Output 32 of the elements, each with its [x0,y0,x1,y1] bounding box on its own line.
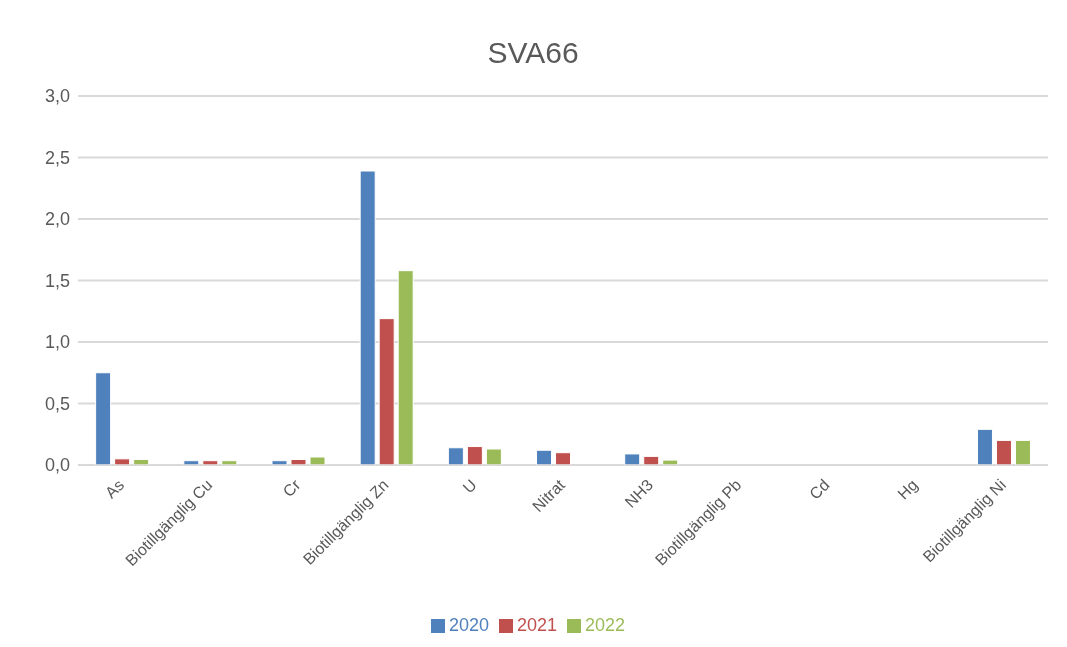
x-tick-label: Cd [806,476,833,503]
bar [995,439,1012,465]
y-tick-label: 1,0 [44,332,70,353]
bar [976,428,993,465]
y-tick-label: 2,0 [44,209,70,230]
x-tick-label: Cr [279,475,305,501]
bar [447,447,464,465]
bar [536,449,553,465]
bar [397,270,414,465]
legend-label: 2020 [448,615,489,635]
chart-title: SVA66 [486,35,580,71]
bar [555,452,572,465]
bar [309,456,326,465]
y-tick-label: 0,0 [44,455,70,476]
y-tick-label: 2,5 [44,147,70,168]
bar [95,372,112,465]
y-tick-label: 3,0 [44,86,70,107]
bar [378,318,395,465]
bar [466,446,483,465]
bar [662,459,679,465]
y-tick-label: 0,5 [44,393,70,414]
x-tick-label: Hg [894,476,921,503]
bar [1014,439,1031,465]
legend-label: 2022 [585,615,626,635]
x-tick-label: U [459,476,480,497]
x-tick-label: As [101,476,128,502]
bar [359,170,376,465]
bar [114,458,131,465]
legend-label: 2021 [516,615,558,635]
bar [624,453,641,465]
bar [485,448,502,465]
y-tick-label: 1,5 [44,270,70,291]
